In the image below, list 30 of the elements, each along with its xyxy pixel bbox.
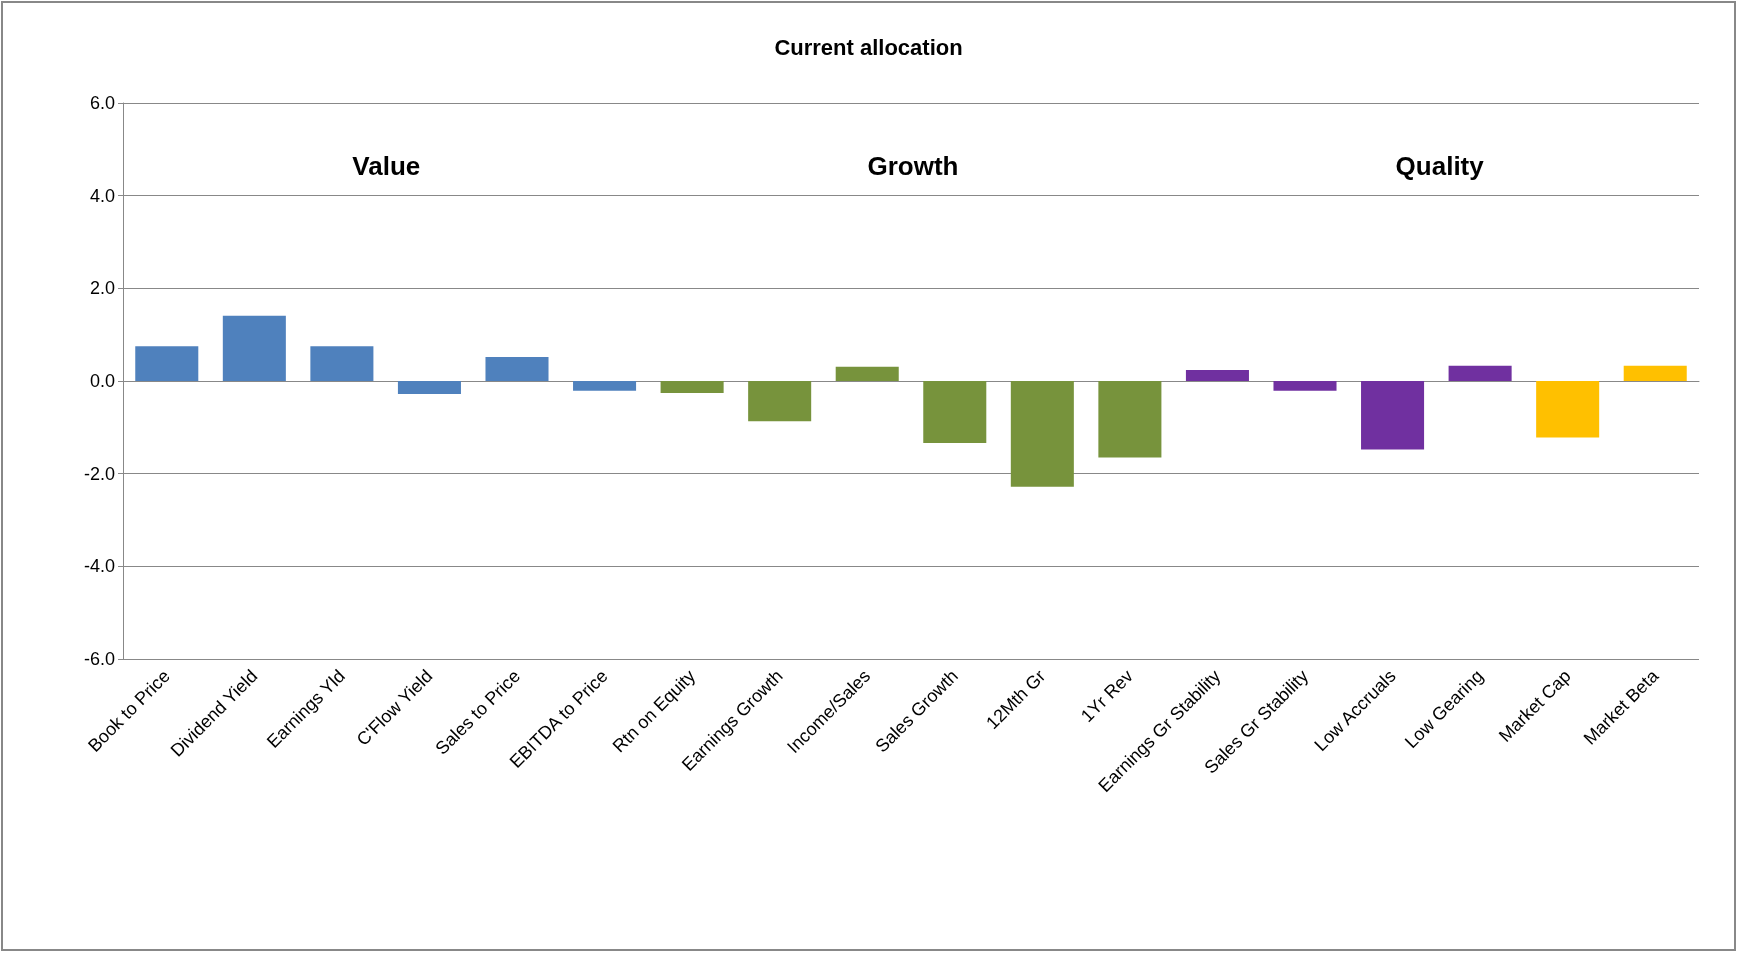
y-tick-label: -4.0 — [83, 556, 115, 577]
chart-title: Current allocation — [774, 34, 963, 60]
y-tick-label: 2.0 — [89, 278, 115, 299]
annotation: Growth — [867, 151, 959, 181]
bar — [310, 346, 374, 381]
y-tick-label: 0.0 — [89, 371, 115, 391]
bar — [923, 381, 987, 444]
bar — [222, 315, 286, 381]
bar — [485, 356, 549, 381]
bar — [1098, 381, 1162, 458]
bar — [1185, 369, 1249, 381]
bar — [1010, 381, 1074, 487]
x-tick-label: 1Yr Rev — [1076, 665, 1137, 727]
y-tick-label: 6.0 — [89, 93, 115, 113]
bar — [835, 366, 899, 381]
bar — [748, 381, 812, 422]
y-tick-label: -2.0 — [83, 463, 115, 484]
bar — [1448, 365, 1512, 381]
bar — [1623, 365, 1687, 381]
bar — [135, 346, 199, 381]
y-tick-label: -6.0 — [83, 649, 115, 669]
bar — [1361, 381, 1425, 450]
bar — [573, 381, 637, 391]
annotation: Value — [352, 151, 421, 181]
bar — [397, 381, 461, 394]
bar — [1273, 381, 1337, 391]
bar — [660, 381, 724, 394]
y-tick-label: 4.0 — [89, 185, 115, 206]
annotation: Quality — [1395, 151, 1485, 181]
bar — [1536, 381, 1600, 438]
